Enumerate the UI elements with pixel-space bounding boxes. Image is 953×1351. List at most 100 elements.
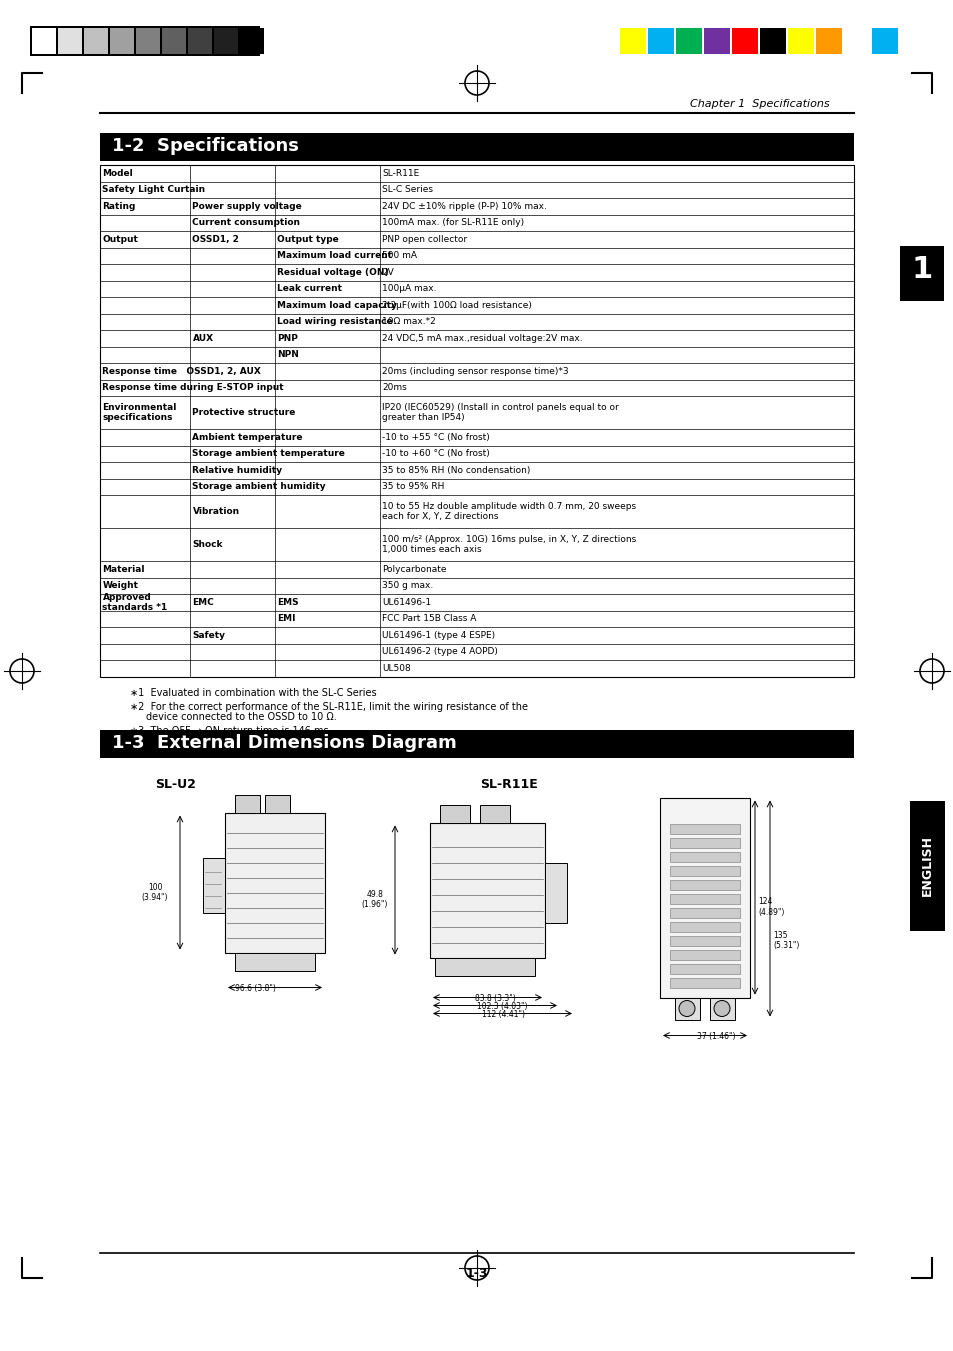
Text: 10 to 55 Hz double amplitude width 0.7 mm, 20 sweeps
each for X, Y, Z directions: 10 to 55 Hz double amplitude width 0.7 m… bbox=[382, 501, 636, 521]
Bar bbox=[871, 28, 897, 54]
Text: 124
(4.89"): 124 (4.89") bbox=[758, 897, 783, 917]
Text: Safety: Safety bbox=[193, 631, 225, 640]
Bar bbox=[435, 958, 535, 975]
Bar bbox=[84, 28, 108, 54]
Bar bbox=[760, 28, 785, 54]
Bar bbox=[430, 823, 544, 958]
Text: device connected to the OSSD to 10 Ω.: device connected to the OSSD to 10 Ω. bbox=[146, 712, 336, 723]
Text: 100
(3.94"): 100 (3.94") bbox=[142, 882, 168, 902]
Text: Response time during E-STOP input: Response time during E-STOP input bbox=[102, 384, 284, 392]
Circle shape bbox=[679, 1001, 695, 1016]
Text: Power supply voltage: Power supply voltage bbox=[193, 201, 302, 211]
Text: Material: Material bbox=[102, 565, 145, 574]
Text: Storage ambient humidity: Storage ambient humidity bbox=[193, 482, 326, 492]
Text: SL-U2: SL-U2 bbox=[154, 777, 195, 790]
Text: UL61496-1: UL61496-1 bbox=[382, 597, 431, 607]
Text: 100μA max.: 100μA max. bbox=[382, 284, 436, 293]
Text: SL-R11E: SL-R11E bbox=[382, 169, 419, 178]
Text: Load wiring resistance: Load wiring resistance bbox=[277, 317, 393, 326]
Text: UL61496-1 (type 4 ESPE): UL61496-1 (type 4 ESPE) bbox=[382, 631, 496, 640]
Bar bbox=[203, 858, 225, 912]
Bar bbox=[669, 950, 740, 959]
Bar bbox=[669, 935, 740, 946]
Text: 350 g max.: 350 g max. bbox=[382, 581, 434, 590]
Text: ∗1  Evaluated in combination with the SL-C Series: ∗1 Evaluated in combination with the SL-… bbox=[130, 689, 376, 698]
Text: 1-2  Specifications: 1-2 Specifications bbox=[112, 136, 298, 155]
Bar bbox=[240, 28, 264, 54]
Text: -10 to +55 °C (No frost): -10 to +55 °C (No frost) bbox=[382, 432, 490, 442]
Text: Environmental
specifications: Environmental specifications bbox=[102, 403, 176, 423]
Bar bbox=[439, 804, 470, 823]
Text: 112 (4.41"): 112 (4.41") bbox=[482, 1009, 525, 1019]
Bar bbox=[225, 812, 325, 952]
Text: OSSD1, 2: OSSD1, 2 bbox=[193, 235, 239, 243]
Bar bbox=[669, 921, 740, 931]
Text: 20ms (including sensor response time)*3: 20ms (including sensor response time)*3 bbox=[382, 366, 569, 376]
Bar bbox=[32, 28, 56, 54]
Text: 49.8
(1.96"): 49.8 (1.96") bbox=[361, 890, 388, 909]
Text: ∗2  For the correct performance of the SL-R11E, limit the wiring resistance of t: ∗2 For the correct performance of the SL… bbox=[130, 701, 527, 712]
Bar bbox=[709, 997, 734, 1020]
Text: Output type: Output type bbox=[277, 235, 339, 243]
Text: Current consumption: Current consumption bbox=[193, 219, 300, 227]
Text: UL508: UL508 bbox=[382, 663, 411, 673]
Text: EMI: EMI bbox=[277, 615, 295, 623]
Bar bbox=[265, 794, 290, 812]
Text: Rating: Rating bbox=[102, 201, 135, 211]
Text: Response time   OSSD1, 2, AUX: Response time OSSD1, 2, AUX bbox=[102, 366, 261, 376]
Text: AUX: AUX bbox=[193, 334, 213, 343]
Text: PNP: PNP bbox=[277, 334, 298, 343]
Text: FCC Part 15B Class A: FCC Part 15B Class A bbox=[382, 615, 476, 623]
Text: 10Ω max.*2: 10Ω max.*2 bbox=[382, 317, 436, 326]
Text: 2V: 2V bbox=[382, 267, 394, 277]
Text: 100 m/s² (Approx. 10G) 16ms pulse, in X, Y, Z directions
1,000 times each axis: 100 m/s² (Approx. 10G) 16ms pulse, in X,… bbox=[382, 535, 636, 554]
Bar bbox=[899, 246, 943, 301]
Text: Weight: Weight bbox=[102, 581, 138, 590]
Bar bbox=[234, 952, 314, 970]
Text: 35 to 85% RH (No condensation): 35 to 85% RH (No condensation) bbox=[382, 466, 530, 474]
Text: Polycarbonate: Polycarbonate bbox=[382, 565, 447, 574]
Bar bbox=[659, 797, 749, 997]
Text: Safety Light Curtain: Safety Light Curtain bbox=[102, 185, 206, 195]
Text: 24 VDC,5 mA max.,residual voltage:2V max.: 24 VDC,5 mA max.,residual voltage:2V max… bbox=[382, 334, 582, 343]
Bar bbox=[619, 28, 645, 54]
Bar bbox=[669, 963, 740, 974]
Bar bbox=[669, 824, 740, 834]
Text: ENGLISH: ENGLISH bbox=[920, 835, 933, 897]
Text: NPN: NPN bbox=[277, 350, 299, 359]
Text: 1-3  External Dimensions Diagram: 1-3 External Dimensions Diagram bbox=[112, 734, 456, 751]
Text: Chapter 1  Specifications: Chapter 1 Specifications bbox=[690, 99, 829, 109]
Bar bbox=[162, 28, 186, 54]
Bar bbox=[703, 28, 729, 54]
Bar bbox=[669, 893, 740, 904]
Bar bbox=[647, 28, 673, 54]
Text: Ambient temperature: Ambient temperature bbox=[193, 432, 303, 442]
Bar bbox=[669, 866, 740, 875]
Bar bbox=[731, 28, 758, 54]
Text: 20ms: 20ms bbox=[382, 384, 407, 392]
Text: 35 to 95% RH: 35 to 95% RH bbox=[382, 482, 444, 492]
Bar bbox=[676, 28, 701, 54]
Text: -10 to +60 °C (No frost): -10 to +60 °C (No frost) bbox=[382, 450, 490, 458]
Text: IP20 (IEC60529) (Install in control panels equal to or
greater than IP54): IP20 (IEC60529) (Install in control pane… bbox=[382, 403, 618, 423]
Text: Residual voltage (ON): Residual voltage (ON) bbox=[277, 267, 389, 277]
Text: EMS: EMS bbox=[277, 597, 299, 607]
Bar bbox=[234, 794, 260, 812]
Text: Shock: Shock bbox=[193, 540, 223, 549]
Bar bbox=[669, 908, 740, 917]
Bar bbox=[136, 28, 160, 54]
Bar bbox=[669, 880, 740, 889]
Text: Maximum load capacity: Maximum load capacity bbox=[277, 301, 397, 309]
Bar bbox=[100, 132, 853, 161]
Text: 1: 1 bbox=[910, 255, 932, 284]
Bar bbox=[675, 997, 700, 1020]
Text: 102.3 (4.03"): 102.3 (4.03") bbox=[477, 1001, 527, 1011]
Bar bbox=[188, 28, 212, 54]
Text: Relative humidity: Relative humidity bbox=[193, 466, 282, 474]
Text: Approved
standards *1: Approved standards *1 bbox=[102, 593, 168, 612]
Bar bbox=[479, 804, 510, 823]
Text: ∗3  The OFF → ON return time is 146 ms.: ∗3 The OFF → ON return time is 146 ms. bbox=[130, 725, 332, 735]
Text: Leak current: Leak current bbox=[277, 284, 342, 293]
Bar bbox=[30, 26, 260, 55]
Text: Model: Model bbox=[102, 169, 133, 178]
